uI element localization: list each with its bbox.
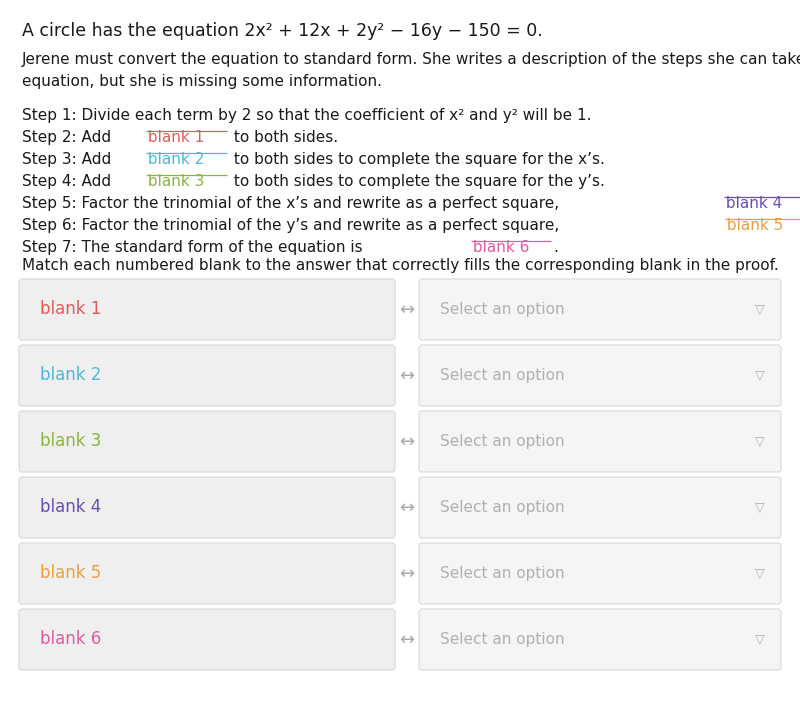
FancyBboxPatch shape — [19, 543, 395, 604]
Text: Select an option: Select an option — [440, 632, 565, 647]
Text: to both sides to complete the square for the y’s.: to both sides to complete the square for… — [229, 174, 605, 189]
Text: blank 2: blank 2 — [143, 152, 210, 167]
Text: Step 4: Add: Step 4: Add — [22, 174, 116, 189]
FancyBboxPatch shape — [419, 345, 781, 406]
FancyBboxPatch shape — [419, 609, 781, 670]
Text: ▽: ▽ — [755, 633, 765, 646]
Text: ↔: ↔ — [399, 433, 414, 451]
Text: blank 6: blank 6 — [468, 240, 534, 255]
Text: Step 3: Add: Step 3: Add — [22, 152, 116, 167]
Text: Select an option: Select an option — [440, 500, 565, 515]
FancyBboxPatch shape — [19, 609, 395, 670]
Text: ▽: ▽ — [755, 303, 765, 316]
Text: blank 4: blank 4 — [40, 498, 102, 516]
Text: A circle has the equation 2x² + 12x + 2y² − 16y − 150 = 0.: A circle has the equation 2x² + 12x + 2y… — [22, 22, 542, 40]
Text: Step 2: Add: Step 2: Add — [22, 130, 116, 145]
Text: ↔: ↔ — [399, 366, 414, 384]
Text: Step 5: Factor the trinomial of the x’s and rewrite as a perfect square,: Step 5: Factor the trinomial of the x’s … — [22, 196, 564, 211]
Text: blank 3: blank 3 — [143, 174, 210, 189]
FancyBboxPatch shape — [19, 345, 395, 406]
Text: ↔: ↔ — [399, 565, 414, 583]
Text: Match each numbered blank to the answer that correctly fills the corresponding b: Match each numbered blank to the answer … — [22, 258, 778, 273]
FancyBboxPatch shape — [19, 279, 395, 340]
Text: Jerene must convert the equation to standard form. She writes a description of t: Jerene must convert the equation to stan… — [22, 52, 800, 88]
FancyBboxPatch shape — [19, 411, 395, 472]
Text: to both sides to complete the square for the x’s.: to both sides to complete the square for… — [229, 152, 605, 167]
FancyBboxPatch shape — [419, 477, 781, 538]
Text: blank 5: blank 5 — [722, 218, 788, 233]
Text: Select an option: Select an option — [440, 302, 565, 317]
Text: Step 1: Divide each term by 2 so that the coefficient of x² and y² will be 1.: Step 1: Divide each term by 2 so that th… — [22, 108, 591, 123]
Text: Select an option: Select an option — [440, 434, 565, 449]
Text: blank 4: blank 4 — [722, 196, 787, 211]
Text: ▽: ▽ — [755, 567, 765, 580]
Text: ▽: ▽ — [755, 435, 765, 448]
FancyBboxPatch shape — [19, 477, 395, 538]
Text: ↔: ↔ — [399, 498, 414, 516]
Text: blank 6: blank 6 — [40, 630, 102, 649]
Text: Select an option: Select an option — [440, 368, 565, 383]
Text: ▽: ▽ — [755, 369, 765, 382]
FancyBboxPatch shape — [419, 411, 781, 472]
Text: Step 6: Factor the trinomial of the y’s and rewrite as a perfect square,: Step 6: Factor the trinomial of the y’s … — [22, 218, 564, 233]
Text: .: . — [554, 240, 558, 255]
Text: blank 5: blank 5 — [40, 565, 102, 583]
Text: Step 7: The standard form of the equation is: Step 7: The standard form of the equatio… — [22, 240, 367, 255]
Text: Select an option: Select an option — [440, 566, 565, 581]
Text: blank 3: blank 3 — [40, 433, 102, 451]
Text: ↔: ↔ — [399, 630, 414, 649]
Text: ↔: ↔ — [399, 300, 414, 319]
FancyBboxPatch shape — [419, 543, 781, 604]
Text: ▽: ▽ — [755, 501, 765, 514]
Text: blank 1: blank 1 — [40, 300, 102, 319]
Text: to both sides.: to both sides. — [229, 130, 338, 145]
Text: blank 1: blank 1 — [143, 130, 210, 145]
FancyBboxPatch shape — [419, 279, 781, 340]
Text: blank 2: blank 2 — [40, 366, 102, 384]
